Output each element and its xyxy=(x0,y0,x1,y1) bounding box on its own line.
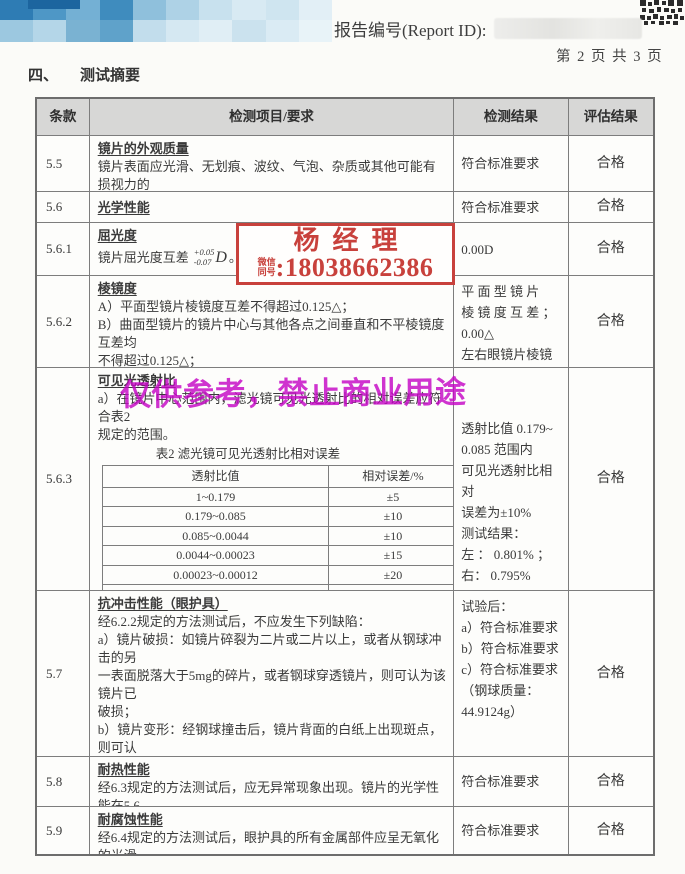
header-clause: 条款 xyxy=(37,99,90,135)
result-cell: 试验后： a）符合标准要求 b）符合标准要求 c）符合标准要求 （钢球质量： 4… xyxy=(454,591,569,756)
item-title: 棱镜度 xyxy=(97,281,137,296)
item-body: A）平面型镜片棱镜度互差不得超过0.125△； B）曲面型镜片的镜片中心与其他各… xyxy=(97,298,445,367)
result-cell: 符合标准要求 xyxy=(454,807,569,854)
section-title-text: 测试摘要 xyxy=(80,68,141,84)
item-cell: 镜片的外观质量 镜片表面应光滑、无划痕、波纹、气泡、杂质或其他可能有损视力的 明… xyxy=(90,136,455,191)
item-cell: 光学性能 xyxy=(90,192,455,222)
result-cell: 透射比值 0.179~ 0.085 范围内 可见光透射比相对 误差为±10% 测… xyxy=(454,368,569,590)
eval-cell: 合格 xyxy=(596,822,625,838)
eval-cell: 合格 xyxy=(596,665,625,681)
redacted-logo xyxy=(0,0,332,42)
item-body: 经6.4规定的方法测试后，眼护具的所有金属部件应呈无氧化的光滑 表面。 xyxy=(97,829,439,854)
result-cell: 符合标准要求 xyxy=(454,192,569,222)
item-cell: 棱镜度 A）平面型镜片棱镜度互差不得超过0.125△； B）曲面型镜片的镜片中心… xyxy=(90,276,455,367)
item-title: 屈光度 xyxy=(97,228,137,243)
stamp-name: 杨经理 xyxy=(293,225,411,255)
contact-stamp: 杨经理 微信 同号 :18038662386 xyxy=(236,223,455,285)
report-id-label: 报告编号(Report ID): xyxy=(334,20,487,40)
item-title: 镜片的外观质量 xyxy=(97,141,189,156)
result-cell: 0.00D xyxy=(454,223,569,275)
transmittance-row: 0.0044~0.00023 ±15 xyxy=(102,546,454,566)
clause-cell: 5.7 xyxy=(37,591,90,756)
header-item: 检测项目/要求 xyxy=(90,99,455,135)
section-title: 四、 测试摘要 xyxy=(28,64,140,85)
eval-cell: 合格 xyxy=(596,471,625,487)
transmittance-row: 0.085~0.0044 ±10 xyxy=(102,526,454,547)
section-number: 四、 xyxy=(28,68,59,84)
transmittance-row: 1~0.179 ±5 xyxy=(102,487,454,508)
item-body: 镜片表面应光滑、无划痕、波纹、气泡、杂质或其他可能有损视力的 明显缺陷。 xyxy=(97,158,436,191)
clause-cell: 5.9 xyxy=(37,807,90,854)
qr-code-icon xyxy=(640,0,684,25)
stamp-phone-number: :18038662386 xyxy=(275,252,434,282)
item-cell: 耐腐蚀性能 经6.4规定的方法测试后，眼护具的所有金属部件应呈无氧化的光滑 表面… xyxy=(90,807,455,854)
eval-cell: 合格 xyxy=(596,773,625,789)
table-row: 5.6.3 可见光透射比 a）在镜片中心范围内，滤光镜可见光透射比的相对误差应符… xyxy=(37,368,653,591)
transmittance-row: 0.179~0.085 ±10 xyxy=(102,507,454,527)
eval-cell: 合格 xyxy=(596,313,625,329)
diopter-formula: 镜片屈光度互差 +0.05 -0.07 D 。 xyxy=(98,247,448,269)
result-cell: 符合标准要求 xyxy=(454,136,569,191)
item-title: 耐腐蚀性能 xyxy=(97,812,163,827)
eval-cell: 合格 xyxy=(596,199,625,215)
table-row: 5.6.2 棱镜度 A）平面型镜片棱镜度互差不得超过0.125△； B）曲面型镜… xyxy=(37,276,653,368)
eval-cell: 合格 xyxy=(596,155,625,171)
test-summary-table: 条款 检测项目/要求 检测结果 评估结果 5.5 镜片的外观质量 镜片表面应光滑… xyxy=(35,97,655,856)
page-counter: 第 2 页 共 3 页 xyxy=(556,49,664,65)
result-cell: 平 面 型 镜 片 棱 镜 度 互 差 ； 0.00△ 左右眼镜片棱镜度 互差：… xyxy=(454,276,569,367)
table-row: 5.6 光学性能 符合标准要求 合格 xyxy=(37,192,653,223)
report-id-redacted xyxy=(493,17,642,39)
item-body: 经6.3规定的方法测试后，应无异常现象出现。镜片的光学性能在5.6 规定的范围内… xyxy=(97,779,439,806)
table-row: 5.8 耐热性能 经6.3规定的方法测试后，应无异常现象出现。镜片的光学性能在5… xyxy=(37,757,653,807)
tolerance-stack: +0.05 -0.07 xyxy=(193,247,215,267)
clause-cell: 5.6.3 xyxy=(37,368,90,590)
item-requirement-a: a）在镜片中心范围内，滤光镜可见光透射比的相对误差应符合表2 规定的范围。 xyxy=(97,390,442,442)
item-cell: 耐热性能 经6.3规定的方法测试后，应无异常现象出现。镜片的光学性能在5.6 规… xyxy=(90,757,455,806)
transmittance-table: 透射比值 相对误差/% 1~0.179 ±5 0.179~0.085 ±10 0… xyxy=(101,465,454,590)
clause-cell: 5.5 xyxy=(37,136,90,191)
report-id-line: 报告编号(Report ID): xyxy=(334,16,642,40)
transmittance-header-row: 透射比值 相对误差/% xyxy=(102,466,454,488)
header-eval: 评估结果 xyxy=(583,108,638,124)
table-row: 5.7 抗冲击性能（眼护具） 经6.2.2规定的方法测试后，不应发生下列缺陷： … xyxy=(37,591,653,757)
clause-cell: 5.8 xyxy=(37,757,90,806)
item-body: 经6.2.2规定的方法测试后，不应发生下列缺陷： a）镜片破损：如镜片碎裂为二片… xyxy=(97,613,446,755)
watermark-text: 仅供参考，禁止商业用途 xyxy=(119,374,467,413)
transmittance-row: 0.00023~0.00012 ±20 xyxy=(102,565,454,586)
table-header-row: 条款 检测项目/要求 检测结果 评估结果 xyxy=(37,99,653,136)
stamp-phone-line: 微信 同号 :18038662386 xyxy=(239,252,452,282)
transmittance-row: 0.00012~0.00000023 ±30 xyxy=(103,585,454,590)
diopter-symbol: D xyxy=(215,248,227,266)
result-cell: 符合标准要求 xyxy=(454,757,569,806)
clause-cell: 5.6.2 xyxy=(37,276,90,367)
header-result: 检测结果 xyxy=(454,99,569,135)
clause-cell: 5.6 xyxy=(37,192,90,222)
item-title: 光学性能 xyxy=(97,199,150,215)
item-cell: 屈光度 镜片屈光度互差 +0.05 -0.07 D 。 xyxy=(90,223,455,275)
item-title: 可见光透射比 xyxy=(97,373,176,388)
table-row: 5.9 耐腐蚀性能 经6.4规定的方法测试后，眼护具的所有金属部件应呈无氧化的光… xyxy=(37,807,653,854)
item-title: 抗冲击性能（眼护具） xyxy=(97,596,228,611)
item-cell: 可见光透射比 a）在镜片中心范围内，滤光镜可见光透射比的相对误差应符合表2 规定… xyxy=(90,368,455,590)
eval-cell: 合格 xyxy=(596,241,625,257)
table-row: 5.5 镜片的外观质量 镜片表面应光滑、无划痕、波纹、气泡、杂质或其他可能有损视… xyxy=(37,136,653,192)
table2-caption: 表2 滤光镜可见光透射比相对误差 xyxy=(155,446,341,461)
item-title: 耐热性能 xyxy=(97,762,150,777)
stamp-wechat-label: 微信 同号 xyxy=(257,257,276,277)
item-cell: 抗冲击性能（眼护具） 经6.2.2规定的方法测试后，不应发生下列缺陷： a）镜片… xyxy=(90,591,455,756)
clause-cell: 5.6.1 xyxy=(37,223,90,275)
